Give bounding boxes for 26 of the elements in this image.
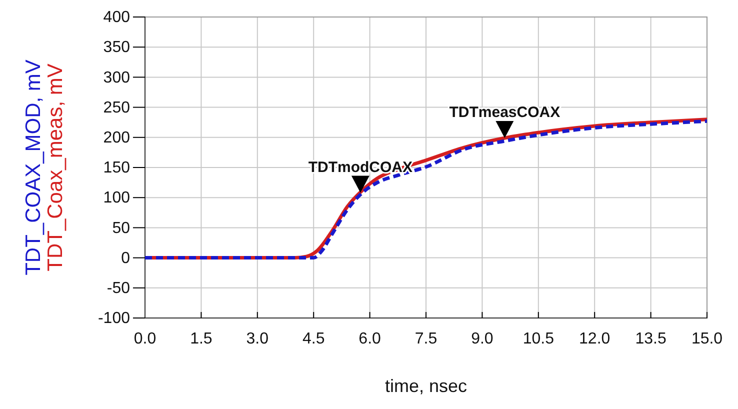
x-tick-label: 6.0 xyxy=(358,330,382,348)
x-tick-label: 0.0 xyxy=(134,330,156,348)
x-tick-label: 13.5 xyxy=(635,330,666,348)
x-tick-label: 12.0 xyxy=(579,330,610,348)
y-tick-label: 100 xyxy=(103,190,130,207)
y-tick-label: 150 xyxy=(103,160,130,177)
x-tick-label: 1.5 xyxy=(190,330,212,348)
y-tick-label: 300 xyxy=(103,69,130,86)
x-axis-title: time, nsec xyxy=(384,376,468,396)
y-tick-label: 250 xyxy=(103,99,130,116)
x-tick-label: 3.0 xyxy=(246,330,269,348)
x-tick-label: 9.0 xyxy=(471,330,494,348)
y-tick-label: 350 xyxy=(103,39,130,56)
annotation: TDTmeasCOAX xyxy=(449,104,560,121)
x-tick-label: 10.5 xyxy=(522,330,554,348)
y-tick-label: -100 xyxy=(98,310,130,328)
y-tick-label: 50 xyxy=(112,220,130,237)
text: TDT_COAX_MOD, mV xyxy=(22,60,45,276)
y-tick-label: -50 xyxy=(106,280,130,298)
y-tick-label: 0 xyxy=(121,250,130,267)
y-tick-label: 400 xyxy=(103,9,130,26)
x-tick-label: 15.0 xyxy=(691,330,723,348)
text: TDT_Coax_meas, mV xyxy=(44,64,67,272)
x-tick-label: 7.5 xyxy=(414,330,438,348)
x-tick-label: 4.5 xyxy=(302,330,325,348)
y-tick-label: 200 xyxy=(103,130,130,147)
